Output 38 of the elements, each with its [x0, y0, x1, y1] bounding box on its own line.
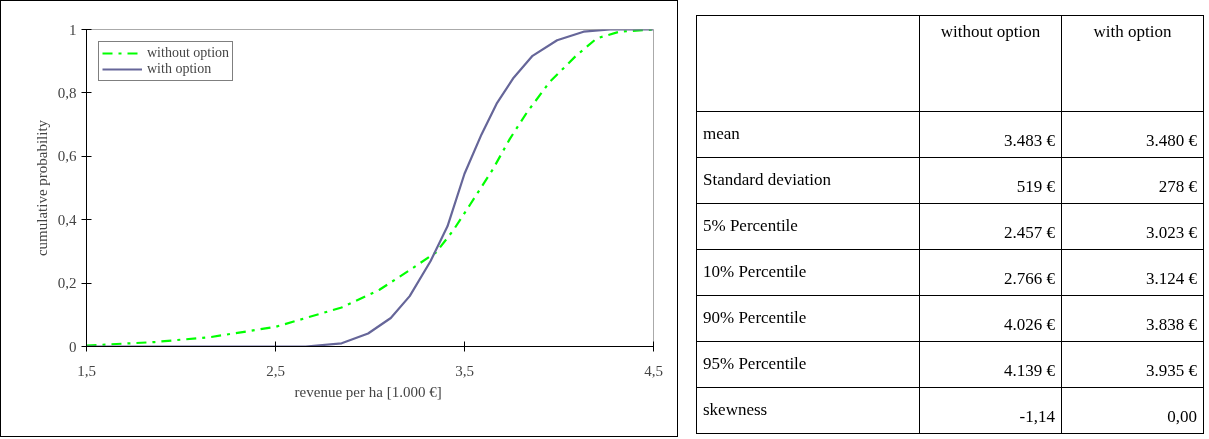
category-label: 10% Percentile	[703, 262, 807, 282]
category-label: 90% Percentile	[703, 308, 807, 328]
x-tick-label: 1,5	[77, 362, 96, 379]
text: 2.766 €	[1003, 268, 1055, 288]
legend-label: without option	[147, 45, 230, 61]
category-label: without option	[919, 15, 1062, 112]
text: 0,00	[1167, 406, 1197, 426]
y-tick-label: 1	[69, 21, 77, 38]
category-label: 5% Percentile	[703, 216, 798, 236]
text: 3.480 €	[1146, 130, 1197, 150]
legend-label: with option	[147, 61, 212, 77]
x-tick-label: 2,5	[266, 362, 285, 379]
category-label: 95% Percentile	[703, 354, 807, 374]
category-label: mean	[703, 124, 740, 144]
text: 3.023 €	[1146, 222, 1197, 242]
x-tick-label: 3,5	[455, 362, 474, 379]
y-tick-label: 0,2	[57, 275, 77, 292]
text: 3.935 €	[1146, 360, 1197, 380]
text: 278 €	[1158, 176, 1197, 196]
y-axis-title: cumulative probability	[33, 119, 50, 257]
category-label: skewness	[703, 400, 768, 420]
x-tick-label: 4,5	[644, 362, 663, 379]
text: 4.139 €	[1003, 360, 1055, 380]
y-tick-label: 0,4	[57, 211, 77, 228]
category-label: with option	[1061, 15, 1204, 112]
text: 3.483 €	[1003, 130, 1055, 150]
line-series	[86, 29, 654, 347]
y-tick-label: 0	[69, 338, 77, 355]
y-tick-label: 0,8	[57, 84, 77, 101]
text: 3.838 €	[1146, 314, 1197, 334]
x-axis-title: revenue per ha [1.000 €]	[294, 383, 442, 400]
text: 3.124 €	[1146, 268, 1197, 288]
text: 4.026 €	[1003, 314, 1055, 334]
category-label: Standard deviation	[703, 170, 831, 190]
text: -1,14	[1019, 406, 1055, 426]
text: 2.457 €	[1003, 222, 1055, 242]
text: 519 €	[1016, 176, 1055, 196]
y-tick-label: 0,6	[57, 148, 77, 165]
